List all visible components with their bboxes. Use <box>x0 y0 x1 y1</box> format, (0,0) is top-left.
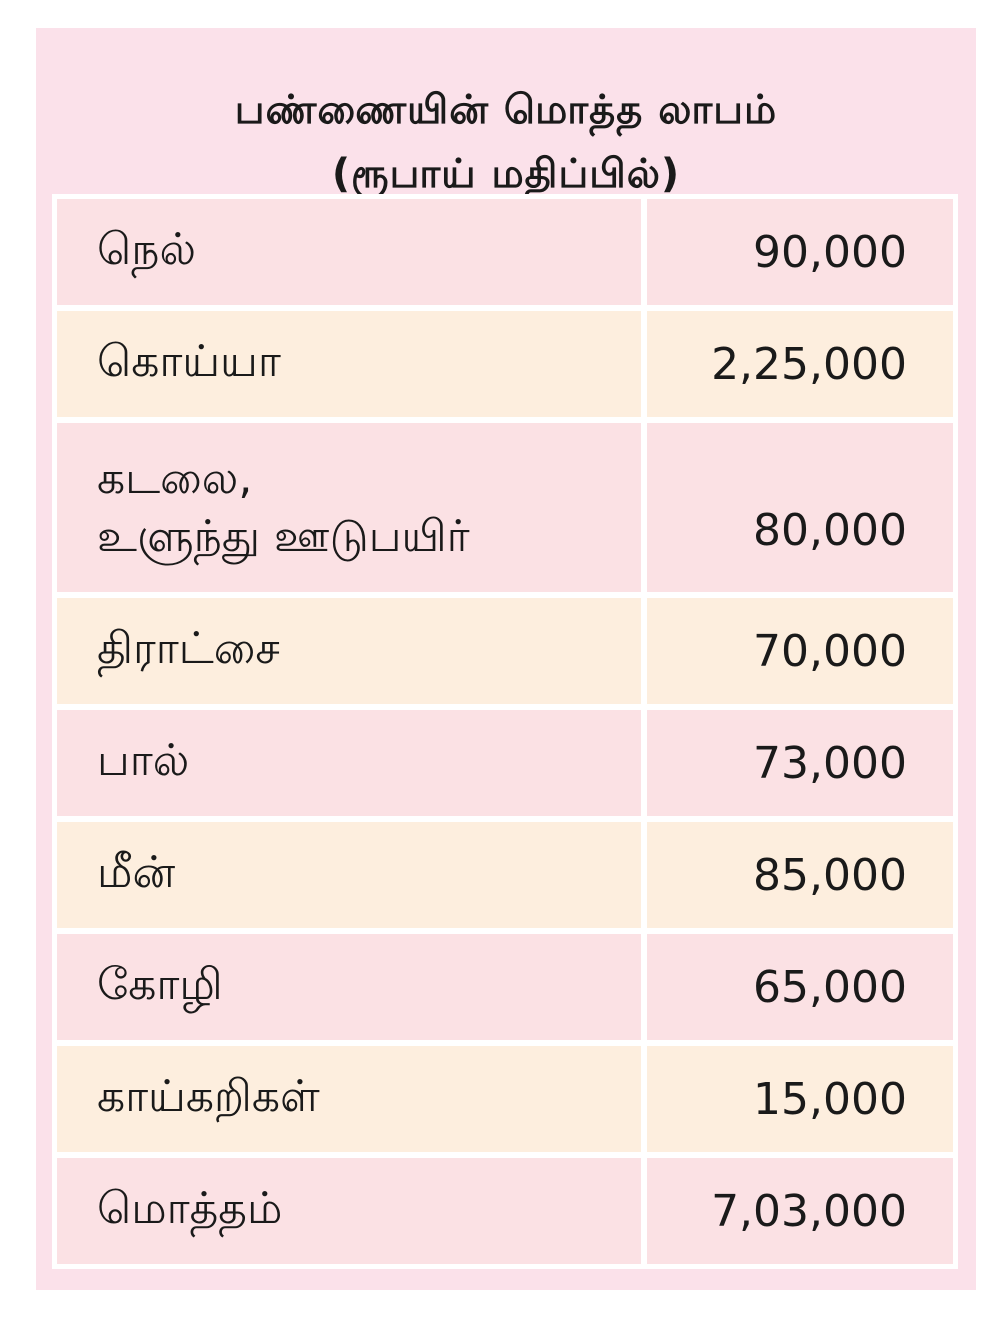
row-name: காய்கறிகள் <box>57 1046 641 1152</box>
row-value: 73,000 <box>647 710 953 816</box>
table-row-poultry: கோழி 65,000 <box>57 934 953 1040</box>
row-name-line2: உளுந்து ஊடுபயிர் <box>97 510 470 562</box>
row-name: மீன் <box>57 822 641 928</box>
row-value: 70,000 <box>647 598 953 704</box>
table-title-line1: பண்ணையின் மொத்த லாபம் <box>234 87 778 133</box>
profit-table-panel: பண்ணையின் மொத்த லாபம் (ரூபாய் மதிப்பில்)… <box>36 28 976 1290</box>
table-row-guava: கொய்யா 2,25,000 <box>57 311 953 417</box>
table-title-line2: (ரூபாய் மதிப்பில்) <box>331 151 681 197</box>
row-value: 15,000 <box>647 1046 953 1152</box>
table-row-grapes: திராட்சை 70,000 <box>57 598 953 704</box>
table-row-paddy: நெல் 90,000 <box>57 199 953 305</box>
row-name: மொத்தம் <box>57 1158 641 1264</box>
profit-table: நெல் 90,000 கொய்யா 2,25,000 கடலை, உளுந்த… <box>52 194 958 1269</box>
table-row-groundnut-blackgram: கடலை, உளுந்து ஊடுபயிர் 80,000 <box>57 423 953 592</box>
row-name: கடலை, உளுந்து ஊடுபயிர் <box>57 423 641 592</box>
row-value: 65,000 <box>647 934 953 1040</box>
table-title: பண்ணையின் மொத்த லாபம் (ரூபாய் மதிப்பில்) <box>36 78 976 206</box>
row-name: நெல் <box>57 199 641 305</box>
row-name: திராட்சை <box>57 598 641 704</box>
row-value: 85,000 <box>647 822 953 928</box>
row-name: கொய்யா <box>57 311 641 417</box>
table-row-fish: மீன் 85,000 <box>57 822 953 928</box>
row-value: 2,25,000 <box>647 311 953 417</box>
table-row-vegetables: காய்கறிகள் 15,000 <box>57 1046 953 1152</box>
row-value: 90,000 <box>647 199 953 305</box>
row-value: 80,000 <box>647 423 953 592</box>
row-name-line1: கடலை, <box>97 452 253 504</box>
row-name: கோழி <box>57 934 641 1040</box>
table-row-milk: பால் 73,000 <box>57 710 953 816</box>
row-name: பால் <box>57 710 641 816</box>
table-row-total: மொத்தம் 7,03,000 <box>57 1158 953 1264</box>
row-value: 7,03,000 <box>647 1158 953 1264</box>
